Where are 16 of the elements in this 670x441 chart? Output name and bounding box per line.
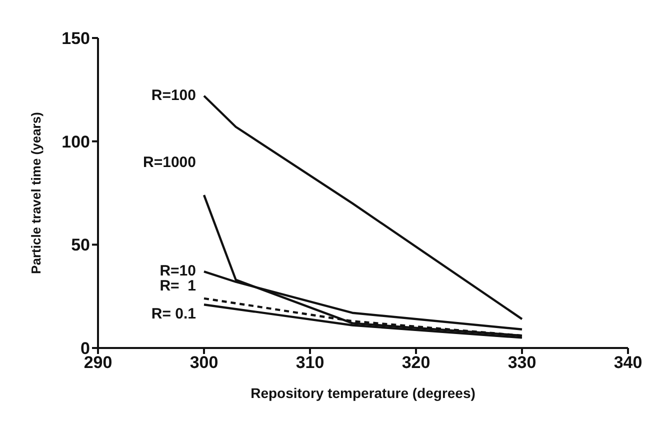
series-label: R=100 — [151, 86, 196, 104]
x-tick-label: 290 — [84, 353, 112, 372]
series-label: R= 0.1 — [151, 306, 196, 323]
x-axis-title: Repository temperature (degrees) — [250, 385, 476, 401]
series-label: R= 1 — [160, 277, 196, 294]
series-label: R=1000 — [143, 154, 196, 172]
y-tick-label: 100 — [62, 132, 90, 152]
x-tick-label: 330 — [508, 353, 536, 372]
x-tick-label: 340 — [614, 353, 642, 372]
y-tick-label: 50 — [71, 236, 90, 255]
series-label: R=10 — [160, 262, 196, 280]
y-axis-title: Particle travel time (years) — [28, 112, 44, 274]
x-tick-label: 300 — [190, 353, 218, 372]
y-tick-label: 150 — [62, 29, 90, 48]
x-tick-label: 320 — [402, 353, 430, 372]
x-tick-label: 310 — [296, 353, 324, 372]
